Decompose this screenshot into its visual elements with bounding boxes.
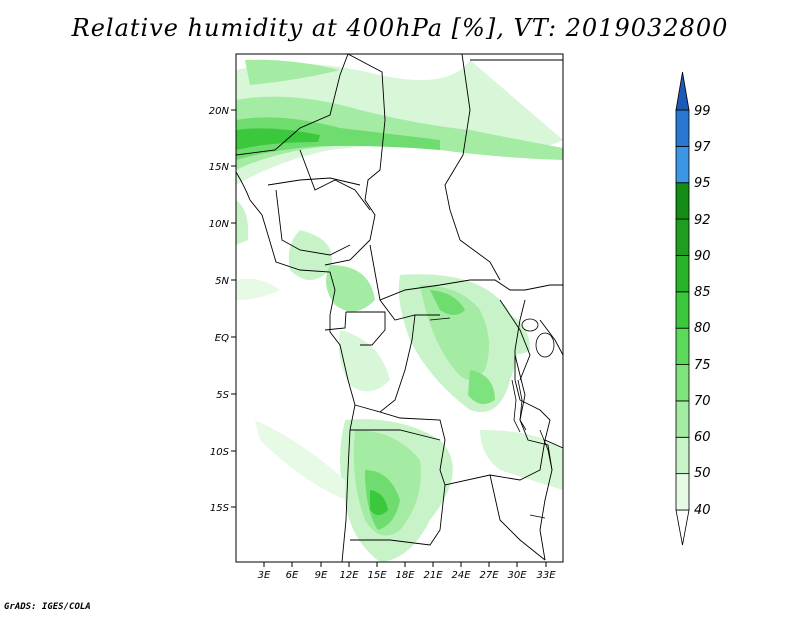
map-frame xyxy=(235,53,564,563)
colorbar-segment xyxy=(675,255,690,293)
colorbar-label: 99 xyxy=(694,104,711,119)
lon-label: 15E xyxy=(367,570,387,581)
colorbar-label: 80 xyxy=(694,321,711,336)
colorbar-segment xyxy=(675,364,690,402)
lat-label: 15N xyxy=(209,162,230,173)
colorbar-labels: 40 50 60 70 75 80 85 90 92 95 97 99 xyxy=(694,104,711,518)
humidity-field xyxy=(236,54,563,562)
colorbar-label: 90 xyxy=(694,249,711,264)
colorbar-segment xyxy=(675,436,690,475)
longitude-labels: 3E 6E 9E 12E 15E 18E 21E 24E 27E 30E 33E xyxy=(258,570,557,581)
lon-label: 30E xyxy=(507,570,527,581)
colorbar-segment xyxy=(675,291,690,329)
colorbar-label: 97 xyxy=(694,140,711,155)
colorbar-label: 75 xyxy=(694,358,711,373)
lon-label: 27E xyxy=(479,570,499,581)
colorbar-upper-triangle xyxy=(675,71,690,111)
lakes xyxy=(429,317,555,519)
chart-title: Relative humidity at 400hPa [%], VT: 201… xyxy=(71,14,729,42)
axis-ticks xyxy=(231,109,547,567)
latitude-labels: 20N 15N 10N 5N EQ 5S 10S 15S xyxy=(209,106,230,514)
colorbar-segment xyxy=(675,109,690,147)
colorbar-label: 60 xyxy=(694,430,711,445)
lon-label: 18E xyxy=(395,570,415,581)
lat-label: 15S xyxy=(210,503,230,514)
colorbar xyxy=(675,71,690,546)
colorbar-segment xyxy=(675,473,690,511)
colorbar-label: 85 xyxy=(694,285,711,300)
lat-label: 5S xyxy=(216,390,229,401)
lon-label: 24E xyxy=(451,570,471,581)
colorbar-segment xyxy=(675,218,690,256)
lon-label: 33E xyxy=(536,570,556,581)
colorbar-segment xyxy=(675,182,690,220)
lat-label: 20N xyxy=(209,106,230,117)
lon-label: 9E xyxy=(315,570,328,581)
colorbar-segment xyxy=(675,145,690,184)
grads-credit: GrADS: IGES/COLA xyxy=(4,602,91,612)
lat-label: 10S xyxy=(210,447,230,458)
lat-label: EQ xyxy=(215,333,229,344)
colorbar-segment xyxy=(675,400,690,438)
lat-label: 5N xyxy=(215,276,229,287)
lon-label: 21E xyxy=(423,570,443,581)
country-borders xyxy=(236,54,563,562)
lon-label: 3E xyxy=(258,570,271,581)
colorbar-label: 50 xyxy=(694,466,711,481)
colorbar-label: 92 xyxy=(694,213,711,228)
colorbar-label: 40 xyxy=(694,503,711,518)
lon-label: 12E xyxy=(339,570,359,581)
lon-label: 6E xyxy=(286,570,299,581)
colorbar-label: 95 xyxy=(694,176,711,191)
colorbar-segment xyxy=(675,327,690,365)
colorbar-lower-triangle xyxy=(675,509,690,546)
lat-label: 10N xyxy=(209,219,230,230)
colorbar-label: 70 xyxy=(694,394,711,409)
